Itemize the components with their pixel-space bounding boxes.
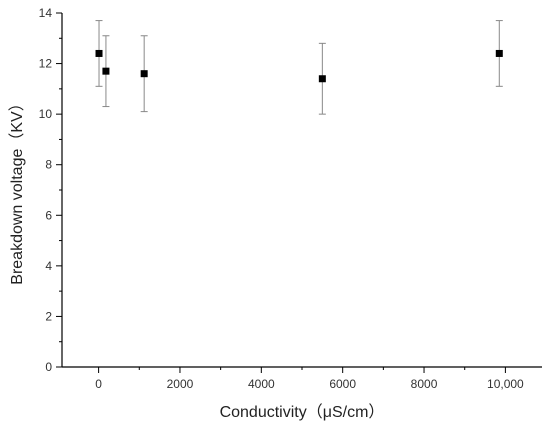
y-tick-label: 14: [39, 6, 53, 20]
y-tick-label: 12: [39, 57, 53, 71]
error-bars: [95, 20, 503, 115]
data-point: [140, 70, 148, 78]
y-tick-label: 6: [45, 208, 52, 222]
data-points: [95, 49, 503, 83]
y-tick-label: 8: [45, 158, 52, 172]
y-axis-title: Breakdown voltage（KV）: [8, 95, 26, 284]
data-point: [102, 67, 110, 75]
data-point: [495, 49, 503, 57]
x-tick-label: 8000: [411, 377, 438, 391]
y-tick-label: 4: [45, 259, 52, 273]
y-tick-label: 2: [45, 309, 52, 323]
data-point: [95, 49, 103, 57]
x-tick-label: 6000: [329, 377, 356, 391]
axis-ticks: 0 2000 4000 6000 8000 10,000 0 2 4 6 8 10 12 14: [39, 6, 524, 391]
y-tick-label: 0: [45, 360, 52, 374]
y-tick-label: 10: [39, 107, 53, 121]
data-point: [318, 75, 326, 83]
x-axis-title: Conductivity（μS/cm）: [220, 403, 385, 421]
x-tick-label: 0: [95, 377, 102, 391]
x-tick-label: 2000: [167, 377, 194, 391]
x-tick-label: 10,000: [487, 377, 524, 391]
x-tick-label: 4000: [248, 377, 275, 391]
